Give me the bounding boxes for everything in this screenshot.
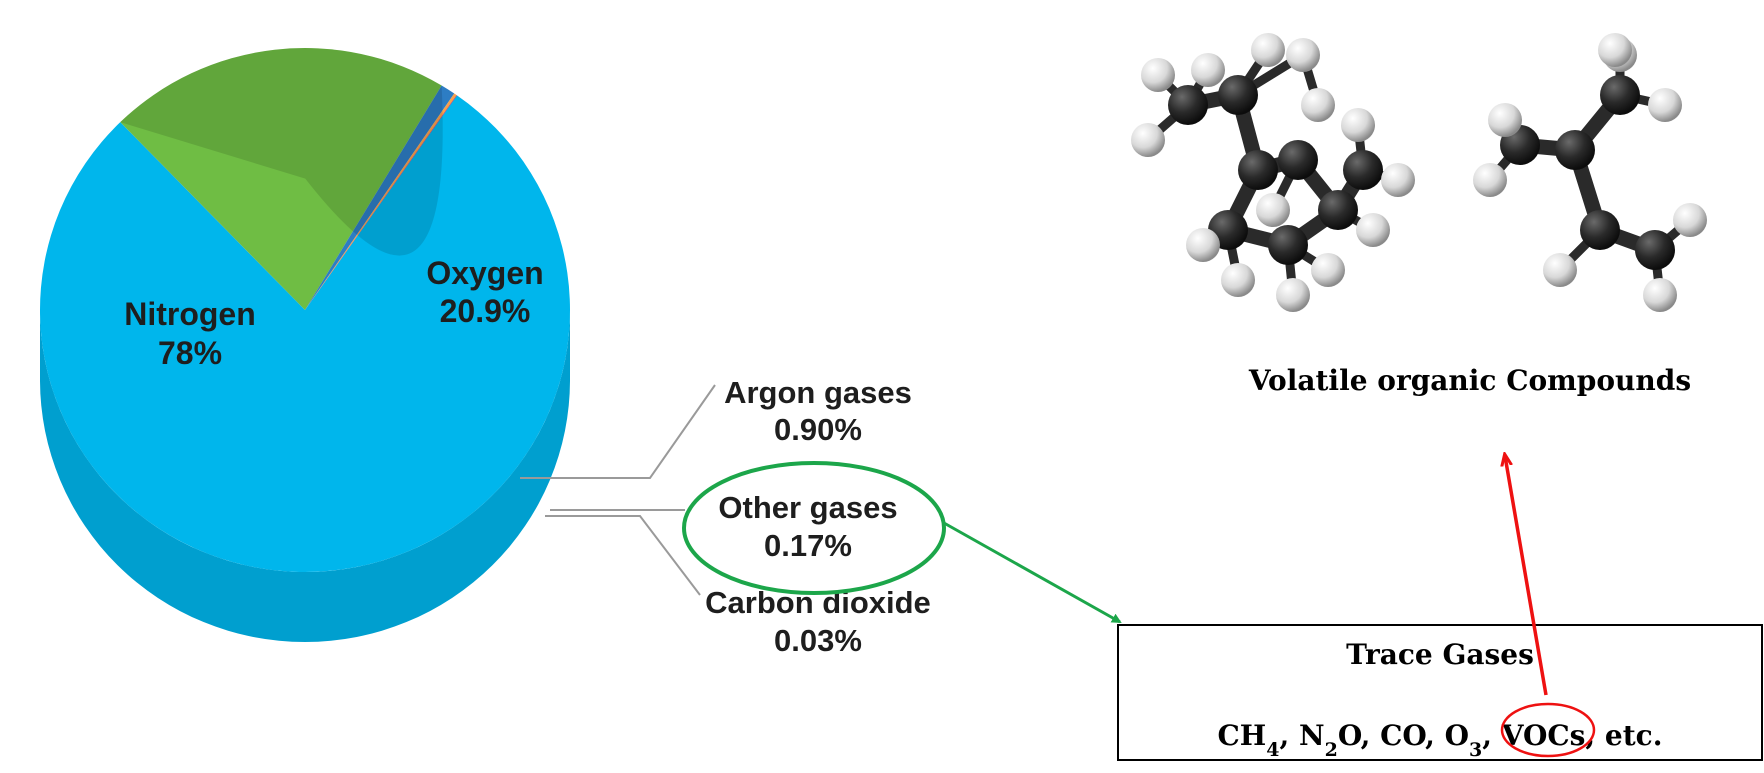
label-argon: Argon gases 0.90%	[724, 375, 912, 447]
molecule-icon	[1131, 33, 1415, 312]
label-oxygen: Oxygen 20.9%	[426, 255, 543, 329]
hydrogen-atom	[1643, 278, 1677, 312]
trace-etc: etc.	[1605, 719, 1663, 752]
trace-item-n2o-suffix: O	[1338, 719, 1362, 752]
hydrogen-atom	[1673, 203, 1707, 237]
pie-slice-nitrogen	[39, 95, 571, 572]
carbon-atom	[1218, 75, 1258, 115]
trace-item-n2o-base: N	[1299, 719, 1325, 752]
other-gases-highlight	[682, 461, 946, 595]
carbon-atom	[1278, 140, 1318, 180]
trace-item-ch4-base: CH	[1218, 719, 1267, 752]
pie-side	[40, 310, 570, 642]
pie-chart	[39, 47, 571, 642]
trace-item-n2o-sub: 2	[1325, 739, 1338, 761]
pie-slice-oxygen	[120, 47, 442, 310]
co2-name: Carbon dioxide	[705, 585, 931, 620]
molecule-icon	[1473, 33, 1707, 312]
label-other: Other gases 0.17%	[718, 490, 897, 563]
hydrogen-atom	[1186, 228, 1220, 262]
label-nitrogen: Nitrogen 78%	[124, 296, 256, 371]
argon-name: Argon gases	[724, 375, 912, 410]
carbon-atom	[1318, 190, 1358, 230]
oxygen-value: 20.9%	[440, 293, 531, 329]
carbon-atom	[1600, 75, 1640, 115]
carbon-atom	[1268, 225, 1308, 265]
trace-item-ch4-sub: 4	[1266, 739, 1279, 761]
other-value: 0.17%	[764, 528, 852, 563]
hydrogen-atom	[1381, 163, 1415, 197]
hydrogen-atom	[1648, 88, 1682, 122]
pie-shading	[120, 47, 443, 256]
hydrogen-atom	[1356, 213, 1390, 247]
hydrogen-atom	[1251, 33, 1285, 67]
pie-side-nitrogen	[40, 310, 570, 642]
vocs-highlight	[1500, 702, 1596, 758]
hydrogen-atom	[1341, 108, 1375, 142]
voc-caption: Volatile organic Compounds	[1248, 364, 1691, 397]
hydrogen-atom	[1221, 263, 1255, 297]
pie-slice-other-gases	[305, 93, 457, 311]
leader-argon	[520, 384, 716, 479]
hydrogen-atom	[1286, 38, 1320, 72]
hydrogen-atom	[1598, 33, 1632, 67]
other-name: Other gases	[718, 490, 897, 525]
nitrogen-value: 78%	[158, 335, 222, 371]
hydrogen-atom	[1473, 163, 1507, 197]
pie-slice-carbon-dioxide	[305, 95, 457, 311]
oxygen-name: Oxygen	[426, 255, 543, 291]
hydrogen-atom	[1276, 278, 1310, 312]
trace-item-o3-sub: 3	[1469, 739, 1482, 761]
trace-item-o3-base: O	[1445, 719, 1469, 752]
carbon-atom	[1635, 230, 1675, 270]
hydrogen-atom	[1311, 253, 1345, 287]
leader-lines	[520, 384, 716, 596]
trace-gases-title: Trace Gases	[1346, 638, 1534, 671]
co2-value: 0.03%	[774, 623, 862, 658]
carbon-atom	[1238, 150, 1278, 190]
hydrogen-atom	[1131, 123, 1165, 157]
label-co2: Carbon dioxide 0.03%	[705, 585, 931, 658]
argon-value: 0.90%	[774, 412, 862, 447]
trace-gases-box: Trace Gases CH4, N2O, CO, O3, VOCs, etc.	[1117, 624, 1763, 761]
nitrogen-name: Nitrogen	[124, 296, 256, 332]
carbon-atom	[1343, 150, 1383, 190]
leader-co2	[545, 515, 701, 596]
hydrogen-atom	[1488, 103, 1522, 137]
carbon-atom	[1555, 130, 1595, 170]
pie-top	[39, 47, 571, 572]
carbon-atom	[1580, 210, 1620, 250]
trace-item-vocs: VOCs	[1501, 719, 1586, 752]
green-arrow	[943, 521, 1122, 624]
hydrogen-atom	[1301, 88, 1335, 122]
trace-gases-list: CH4, N2O, CO, O3, VOCs, etc.	[1218, 719, 1663, 761]
hydrogen-atom	[1141, 58, 1175, 92]
hydrogen-atom	[1191, 53, 1225, 87]
hydrogen-atom	[1256, 193, 1290, 227]
carbon-atom	[1168, 85, 1208, 125]
hydrogen-atom	[1543, 253, 1577, 287]
red-arrow	[1505, 456, 1548, 696]
pie-slice-argon-gases	[305, 85, 455, 311]
trace-item-co: CO	[1380, 719, 1426, 752]
